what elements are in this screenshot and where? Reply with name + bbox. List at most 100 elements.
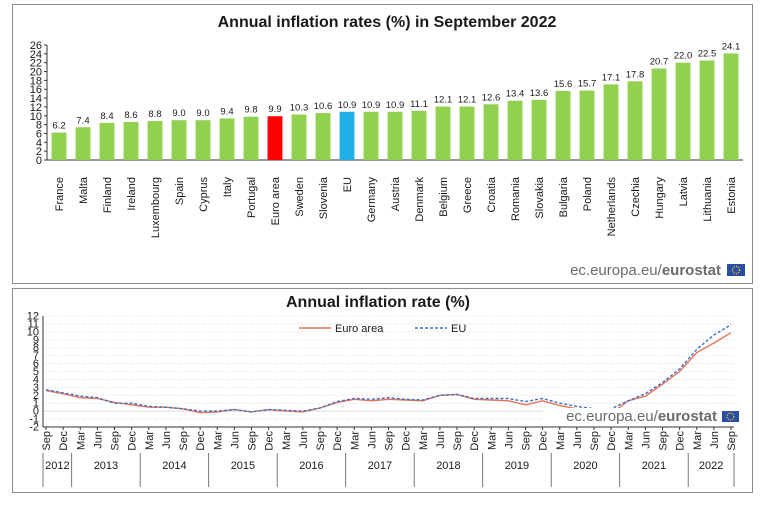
bar-value-label: 12.1	[434, 94, 453, 105]
bar-austria	[387, 111, 403, 160]
bar-value-label: 10.9	[386, 100, 405, 111]
month-label: Dec	[58, 431, 70, 451]
month-label: Dec	[264, 431, 276, 451]
bar-euro-area	[267, 116, 283, 160]
bar-ireland	[123, 121, 139, 160]
month-label: Jun	[298, 431, 310, 449]
bar-value-label: 8.8	[148, 109, 161, 120]
bar-value-label: 9.0	[196, 108, 209, 119]
y-tick-label: 2	[33, 390, 39, 402]
category-label: Germany	[366, 177, 378, 223]
month-label: Mar	[418, 431, 430, 450]
line-chart-source: ec.europa.eu/eurostat	[543, 408, 739, 425]
month-label: Mar	[281, 431, 293, 450]
month-label: Sep	[247, 431, 259, 451]
category-label: Euro area	[270, 176, 282, 225]
category-label: Croatia	[486, 176, 498, 212]
bar-value-label: 17.8	[626, 69, 645, 80]
y-tick-label: 20	[30, 67, 42, 79]
bar-portugal	[243, 116, 259, 160]
y-tick-label: 10	[30, 111, 42, 123]
bar-latvia	[675, 62, 691, 160]
y-tick-label: 8	[36, 120, 42, 132]
y-tick-label: -1	[29, 414, 39, 426]
category-label: EU	[342, 177, 354, 192]
year-label: 2018	[436, 460, 460, 472]
y-tick-label: 26	[30, 40, 42, 52]
category-label: Ireland	[126, 177, 138, 211]
month-label: Mar	[555, 431, 567, 450]
month-label: Sep	[315, 431, 327, 451]
year-label: 2022	[699, 460, 723, 472]
bar-value-label: 10.9	[338, 100, 357, 111]
bar-value-label: 10.3	[290, 102, 309, 113]
category-label: Netherlands	[606, 177, 618, 237]
month-label: Dec	[195, 431, 207, 451]
bar-chart: Annual inflation rates (%) in September …	[30, 14, 745, 279]
bar-spain	[171, 120, 187, 160]
line-chart: Annual inflation rate (%) -2-10123456789…	[27, 294, 739, 487]
bar-value-label: 8.4	[100, 111, 113, 122]
month-label: Dec	[332, 431, 344, 451]
month-label: Jun	[572, 431, 584, 449]
year-label: 2013	[94, 460, 118, 472]
category-label: Austria	[390, 176, 402, 211]
eu-flag-icon	[722, 411, 739, 422]
legend: Euro area EU	[299, 323, 466, 335]
year-label: 2021	[642, 460, 666, 472]
month-label: Mar	[486, 431, 498, 450]
year-label: 2014	[162, 460, 186, 472]
bar-value-label: 15.6	[554, 79, 573, 90]
y-tick-label: 0	[33, 406, 39, 418]
y-tick-label: 12	[30, 102, 42, 114]
bar-slovakia	[531, 99, 547, 160]
year-label: 2017	[368, 460, 392, 472]
category-label: Lithuania	[702, 176, 714, 222]
month-label: Mar	[692, 431, 704, 450]
bar-value-label: 20.7	[650, 56, 669, 67]
y-tick-label: 6	[36, 128, 42, 140]
category-label: Slovakia	[534, 176, 546, 218]
month-label: Jun	[709, 431, 721, 449]
category-label: Portugal	[246, 177, 258, 218]
bar-value-label: 12.1	[458, 94, 477, 105]
line-chart-title: Annual inflation rate (%)	[286, 294, 470, 311]
category-label: Czechia	[630, 176, 642, 217]
bar-value-label: 22.5	[698, 48, 717, 59]
month-label: Dec	[675, 431, 687, 451]
month-label: Sep	[726, 431, 738, 451]
bar-value-label: 9.9	[268, 104, 281, 115]
bar-france	[51, 132, 67, 160]
category-label: Poland	[582, 177, 594, 211]
category-label: Denmark	[414, 177, 426, 222]
month-label: Jun	[229, 431, 241, 449]
bar-value-label: 24.1	[722, 41, 741, 52]
month-label: Mar	[144, 431, 156, 450]
category-label: France	[54, 177, 66, 211]
bar-value-label: 15.7	[578, 79, 597, 90]
month-label: Sep	[41, 431, 53, 451]
month-label: Sep	[521, 431, 533, 451]
bar-value-label: 10.6	[314, 101, 333, 112]
month-label: Jun	[161, 431, 173, 449]
y-tick-label: 1	[33, 398, 39, 410]
legend-label-eu: EU	[451, 323, 466, 335]
y-tick-label: 8	[33, 342, 39, 354]
y-tick-label: 6	[33, 358, 39, 370]
bar-estonia	[723, 53, 739, 160]
month-label: Sep	[589, 431, 601, 451]
bar-value-label: 7.4	[76, 115, 89, 126]
bar-value-label: 11.1	[410, 99, 428, 110]
category-label: Spain	[174, 177, 186, 205]
month-label: Jun	[640, 431, 652, 449]
month-label: Jun	[435, 431, 447, 449]
year-label: 2012	[45, 460, 69, 472]
bar-netherlands	[603, 84, 619, 160]
y-tick-label: 16	[30, 84, 42, 96]
bar-poland	[579, 90, 595, 160]
bar-value-label: 17.1	[602, 72, 621, 83]
month-label: Jun	[503, 431, 515, 449]
month-label: Mar	[623, 431, 635, 450]
category-label: Greece	[462, 177, 474, 213]
category-label: Finland	[102, 177, 114, 213]
